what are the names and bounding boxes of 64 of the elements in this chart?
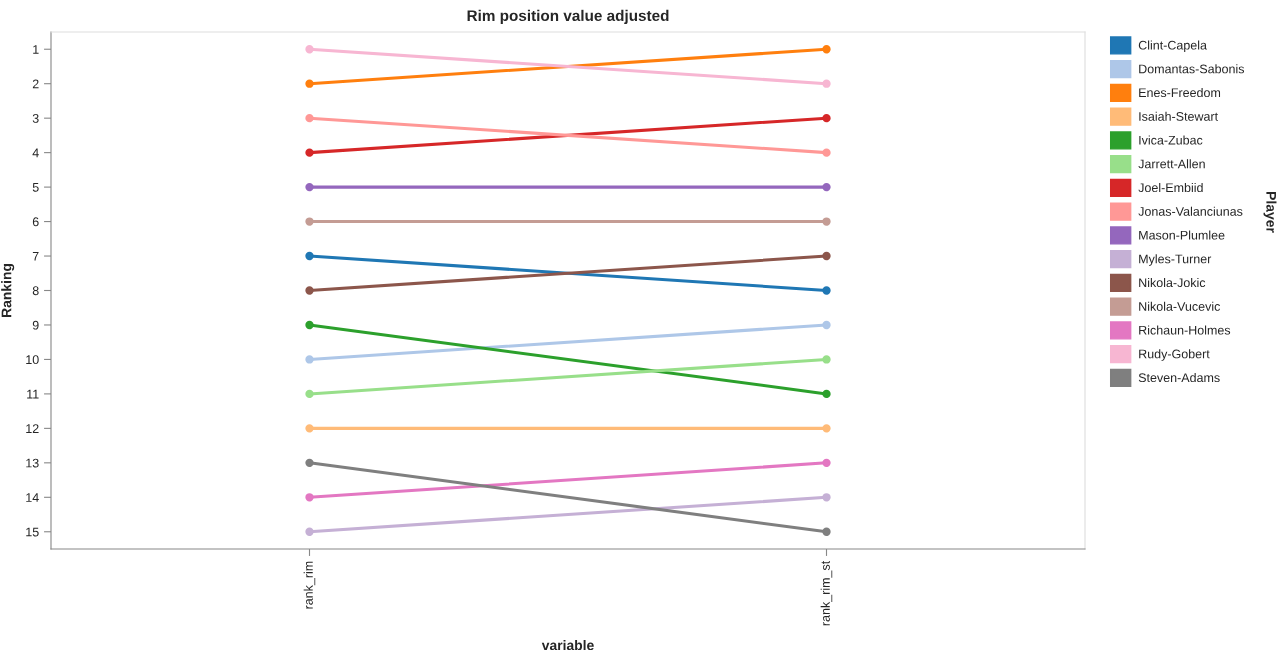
point: [305, 389, 314, 399]
legend-label: Mason-Plumlee: [1139, 230, 1225, 240]
y-tick-label: 12: [26, 424, 39, 433]
point: [822, 45, 831, 54]
legend-label: Nikola-Vucevic: [1139, 301, 1221, 311]
legend-label: Jonas-Valanciunas: [1138, 206, 1243, 216]
y-tick-label: 13: [26, 458, 39, 468]
y-tick-label: 14: [26, 493, 39, 502]
y-tick-label: 6: [32, 217, 39, 227]
point: [822, 458, 831, 467]
legend-title: Player: [1263, 192, 1277, 233]
point: [822, 251, 831, 261]
point: [822, 389, 831, 399]
point: [305, 79, 314, 88]
legend-label: Domantas-Sabonis: [1139, 64, 1245, 74]
point: [822, 493, 831, 502]
point: [822, 355, 831, 364]
point: [305, 493, 314, 502]
point: [305, 355, 314, 364]
point: [305, 458, 314, 467]
legend-label: Ivica-Zubac: [1139, 135, 1203, 145]
point: [305, 320, 314, 330]
legend-label: Isaiah-Stewart: [1139, 111, 1218, 121]
legend-label: Nikola-Jokic: [1139, 277, 1206, 288]
x-tick-label: rank_rim: [303, 561, 316, 609]
x-axis-title: variable: [541, 639, 594, 650]
point: [305, 182, 314, 192]
y-tick-label: 2: [32, 79, 39, 89]
point: [822, 148, 831, 157]
point: [822, 79, 831, 88]
legend-label: Steven-Adams: [1138, 372, 1220, 383]
legend-label: Jarrett-Allen: [1138, 159, 1205, 169]
y-tick-label: 7: [32, 251, 39, 261]
y-tick-label: 3: [32, 113, 39, 123]
legend-label: Richaun-Holmes: [1139, 325, 1231, 335]
point: [305, 114, 314, 123]
y-tick-label: 10: [26, 355, 39, 365]
legend-label: Myles-Turner: [1139, 254, 1212, 266]
point: [305, 45, 314, 54]
y-tick-label: 1: [33, 45, 39, 54]
legend-label: Rudy-Gobert: [1139, 349, 1210, 361]
y-tick-label: 4: [32, 148, 39, 158]
point: [305, 527, 314, 536]
y-tick-label: 9: [32, 320, 39, 330]
legend-label: Clint-Capela: [1138, 40, 1207, 53]
point: [822, 182, 831, 192]
chart-title: Rim position value adjusted: [467, 9, 669, 25]
y-tick-label: 8: [32, 286, 39, 296]
legend-label: Joel-Embiid: [1138, 182, 1203, 193]
legend-label: Enes-Freedom: [1139, 87, 1221, 98]
y-tick-label: 5: [32, 183, 39, 192]
point: [822, 114, 831, 123]
point: [305, 217, 314, 226]
point: [822, 424, 831, 433]
y-axis-title: Ranking: [1, 264, 15, 317]
y-tick-label: 11: [27, 389, 39, 399]
point: [305, 251, 314, 261]
point: [822, 320, 831, 330]
point: [305, 424, 314, 433]
point: [822, 217, 831, 226]
point: [822, 527, 831, 536]
point: [305, 148, 314, 157]
y-tick-label: 15: [26, 527, 39, 537]
x-tick-label: rank_rim_st: [820, 560, 833, 626]
